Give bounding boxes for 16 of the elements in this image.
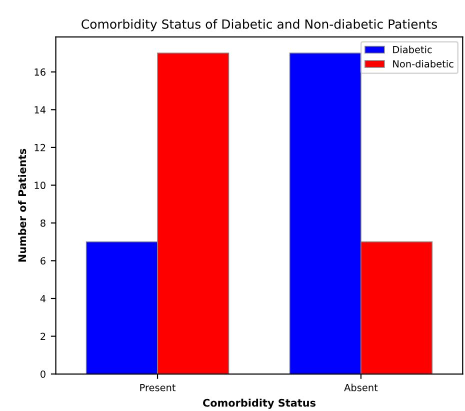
x-tick-label: Absent bbox=[344, 384, 378, 392]
y-tick-label: 10 bbox=[34, 182, 46, 190]
y-axis-title: Number of Patients bbox=[18, 148, 26, 262]
y-tick-label: 12 bbox=[34, 144, 46, 152]
y-tick-label: 6 bbox=[40, 257, 46, 265]
y-tick-label: 0 bbox=[40, 370, 46, 378]
legend-label: Non-diabetic bbox=[393, 60, 454, 68]
x-axis-title: Comorbidity Status bbox=[203, 398, 316, 409]
x-tick-label: Present bbox=[140, 384, 176, 392]
y-tick-label: 4 bbox=[40, 295, 46, 302]
y-tick-label: 14 bbox=[34, 106, 46, 114]
y-tick-label: 2 bbox=[40, 332, 46, 340]
chart-title: Comorbidity Status of Diabetic and Non-diabetic Patients bbox=[82, 19, 437, 32]
legend-label: Diabetic bbox=[393, 46, 432, 54]
y-tick-label: 16 bbox=[34, 68, 46, 76]
y-tick-label: 8 bbox=[40, 219, 46, 227]
